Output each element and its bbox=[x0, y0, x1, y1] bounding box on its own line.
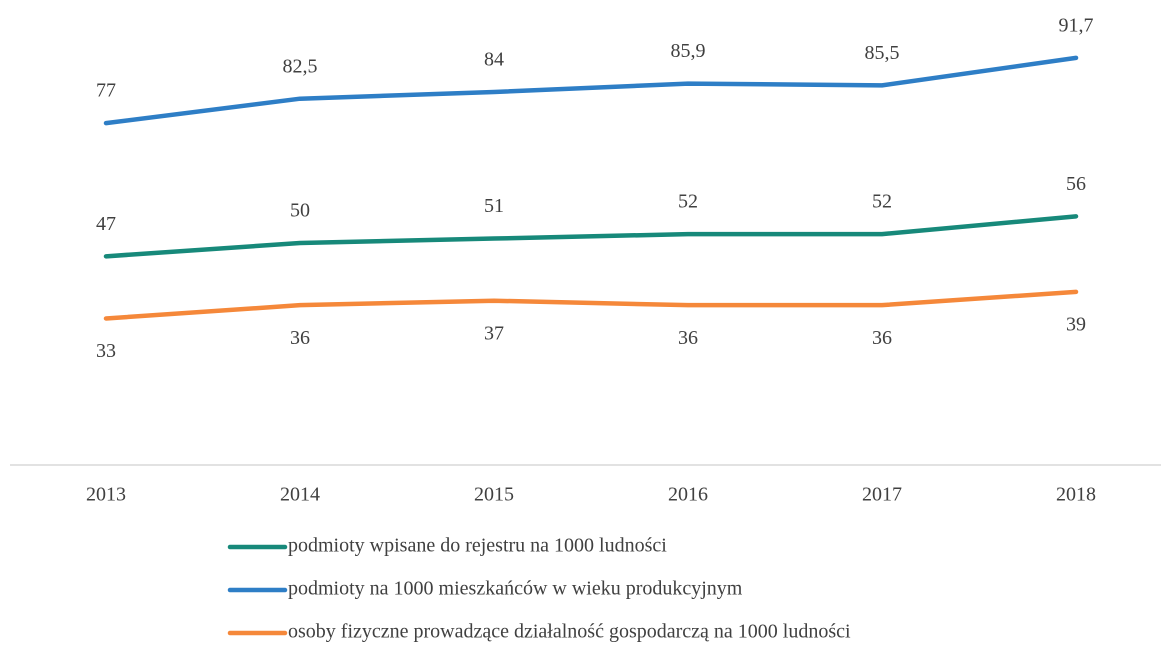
data-label: 85,9 bbox=[671, 40, 706, 62]
data-label: 51 bbox=[484, 195, 504, 217]
data-label: 33 bbox=[96, 340, 116, 362]
legend-label: podmioty wpisane do rejestru na 1000 lud… bbox=[288, 535, 667, 557]
x-tick-label: 2018 bbox=[1056, 484, 1096, 506]
data-label: 47 bbox=[96, 213, 116, 235]
data-label: 37 bbox=[484, 322, 504, 344]
data-label: 77 bbox=[96, 80, 116, 102]
data-label: 39 bbox=[1066, 313, 1086, 335]
data-label: 36 bbox=[678, 327, 698, 349]
data-label: 36 bbox=[290, 327, 310, 349]
legend-label: podmioty na 1000 mieszkańców w wieku pro… bbox=[288, 578, 743, 600]
x-tick-label: 2015 bbox=[474, 484, 514, 506]
data-label: 50 bbox=[290, 200, 310, 222]
data-label: 52 bbox=[678, 191, 698, 213]
x-tick-label: 2013 bbox=[86, 484, 126, 506]
data-label: 84 bbox=[484, 49, 504, 71]
data-label: 91,7 bbox=[1059, 14, 1094, 36]
data-label: 56 bbox=[1066, 173, 1086, 195]
legend-label: osoby fizyczne prowadzące działalność go… bbox=[288, 621, 851, 643]
series-line bbox=[103, 55, 1079, 126]
series-line bbox=[103, 289, 1079, 321]
data-label: 85,5 bbox=[865, 42, 900, 64]
x-tick-label: 2014 bbox=[280, 484, 320, 506]
data-label: 52 bbox=[872, 191, 892, 213]
x-tick-label: 2016 bbox=[668, 484, 708, 506]
series-line bbox=[103, 214, 1079, 259]
x-tick-label: 2017 bbox=[862, 484, 902, 506]
data-label: 36 bbox=[872, 327, 892, 349]
data-label: 82,5 bbox=[283, 55, 318, 77]
